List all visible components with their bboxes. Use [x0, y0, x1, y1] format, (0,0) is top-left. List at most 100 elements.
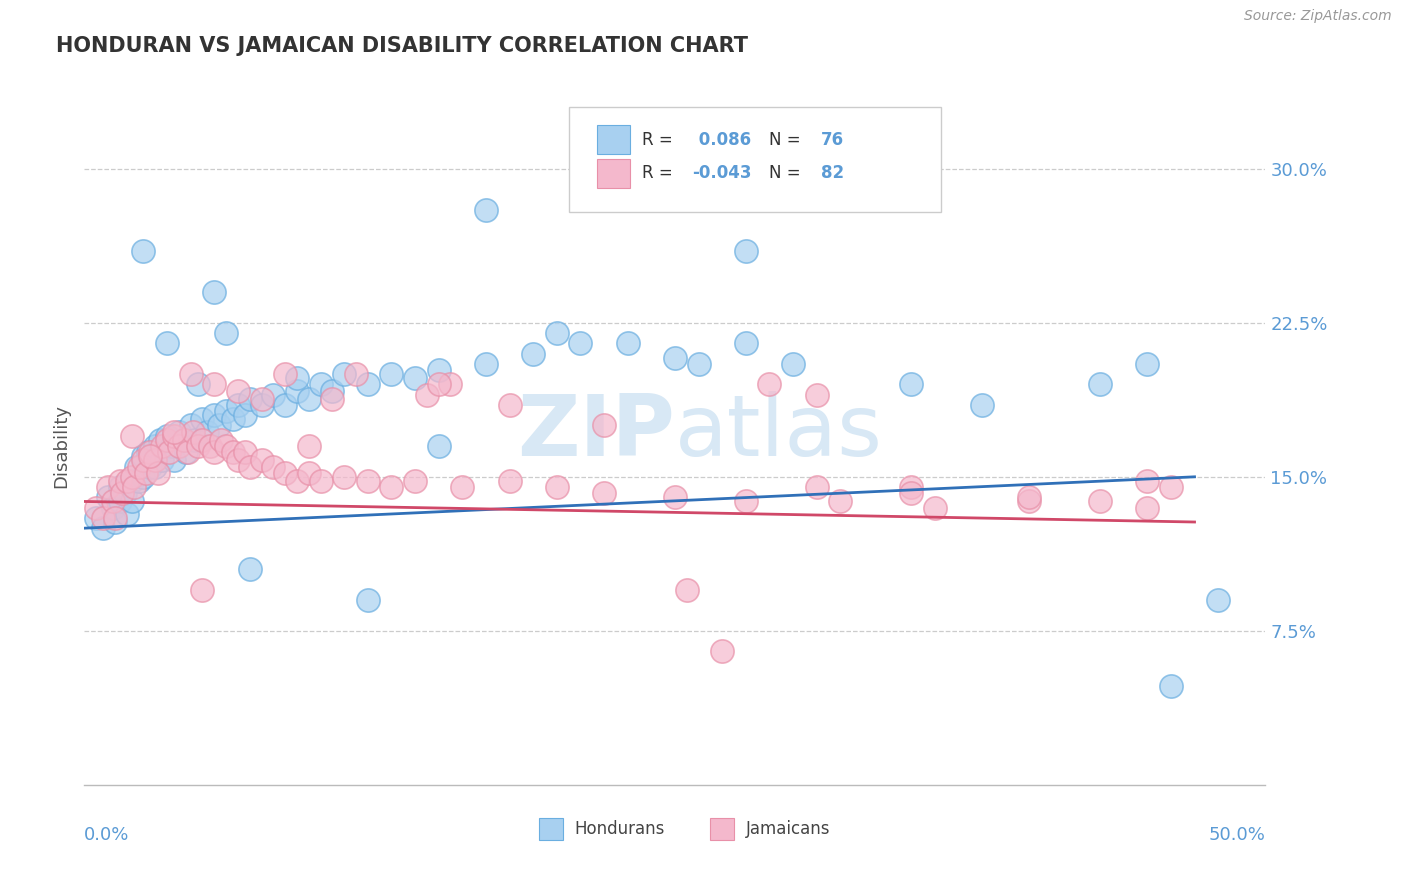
Text: HONDURAN VS JAMAICAN DISABILITY CORRELATION CHART: HONDURAN VS JAMAICAN DISABILITY CORRELAT… — [56, 36, 748, 55]
Point — [150, 439, 173, 453]
Point — [416, 387, 439, 401]
Point — [173, 433, 195, 447]
Text: Jamaicans: Jamaicans — [745, 820, 830, 838]
Point — [344, 367, 367, 381]
Text: R =: R = — [641, 130, 672, 149]
Point — [84, 500, 107, 515]
Point — [122, 480, 145, 494]
Point — [128, 459, 150, 474]
Point — [121, 494, 143, 508]
Point — [184, 433, 207, 447]
Point — [924, 500, 946, 515]
Text: 76: 76 — [821, 130, 845, 149]
Text: 82: 82 — [821, 164, 845, 183]
Point — [202, 285, 225, 299]
Point — [149, 433, 172, 447]
Point — [209, 433, 232, 447]
Point — [101, 500, 124, 515]
Point — [475, 202, 498, 217]
Point — [380, 480, 402, 494]
Point — [97, 491, 120, 505]
Point — [285, 371, 308, 385]
Point — [233, 445, 256, 459]
Point — [135, 466, 157, 480]
Point — [202, 377, 225, 392]
Point — [250, 392, 273, 406]
Point — [226, 453, 249, 467]
Point — [1160, 679, 1182, 693]
Point — [121, 474, 143, 488]
Point — [180, 418, 202, 433]
Point — [309, 377, 332, 392]
Point — [139, 445, 162, 459]
Point — [569, 336, 592, 351]
Point — [239, 459, 262, 474]
Point — [782, 357, 804, 371]
Point — [108, 474, 131, 488]
FancyBboxPatch shape — [568, 107, 941, 212]
Point — [1160, 480, 1182, 494]
Point — [900, 480, 922, 494]
Point — [274, 466, 297, 480]
Point — [222, 445, 245, 459]
Point — [84, 511, 107, 525]
Point — [298, 466, 321, 480]
Y-axis label: Disability: Disability — [52, 404, 70, 488]
Point — [321, 384, 343, 398]
Point — [181, 425, 204, 439]
Point — [593, 486, 616, 500]
Point — [1018, 491, 1040, 505]
Text: atlas: atlas — [675, 391, 883, 474]
Point — [830, 494, 852, 508]
Point — [333, 470, 356, 484]
Point — [108, 480, 131, 494]
Point — [900, 377, 922, 392]
Point — [451, 480, 474, 494]
Point — [711, 644, 734, 658]
Point — [115, 507, 138, 521]
Point — [191, 433, 214, 447]
Point — [675, 582, 697, 597]
Text: N =: N = — [769, 130, 801, 149]
Point — [734, 244, 756, 258]
Point — [1018, 494, 1040, 508]
Point — [262, 387, 284, 401]
Point — [357, 377, 380, 392]
Point — [1136, 474, 1159, 488]
Text: ZIP: ZIP — [517, 391, 675, 474]
Point — [157, 445, 180, 459]
Text: 0.086: 0.086 — [693, 130, 751, 149]
Point — [1088, 377, 1111, 392]
Point — [121, 470, 143, 484]
Point — [91, 511, 114, 525]
Point — [97, 480, 120, 494]
Point — [439, 377, 461, 392]
Point — [174, 445, 197, 459]
Point — [222, 412, 245, 426]
Point — [1136, 500, 1159, 515]
Point — [970, 398, 993, 412]
Point — [143, 459, 166, 474]
Point — [262, 459, 284, 474]
Point — [250, 398, 273, 412]
Point — [150, 453, 173, 467]
Text: Source: ZipAtlas.com: Source: ZipAtlas.com — [1244, 9, 1392, 23]
Point — [226, 398, 249, 412]
Point — [498, 474, 520, 488]
Point — [208, 418, 231, 433]
Point — [285, 474, 308, 488]
Point — [139, 459, 162, 474]
Point — [806, 387, 828, 401]
Point — [758, 377, 780, 392]
Point — [173, 433, 195, 447]
Point — [357, 593, 380, 607]
Text: 50.0%: 50.0% — [1209, 826, 1265, 844]
Point — [616, 336, 638, 351]
Point — [156, 433, 179, 447]
Text: 0.0%: 0.0% — [84, 826, 129, 844]
Point — [125, 459, 148, 474]
Point — [1136, 357, 1159, 371]
Point — [404, 371, 426, 385]
Point — [146, 466, 169, 480]
Point — [132, 453, 155, 467]
